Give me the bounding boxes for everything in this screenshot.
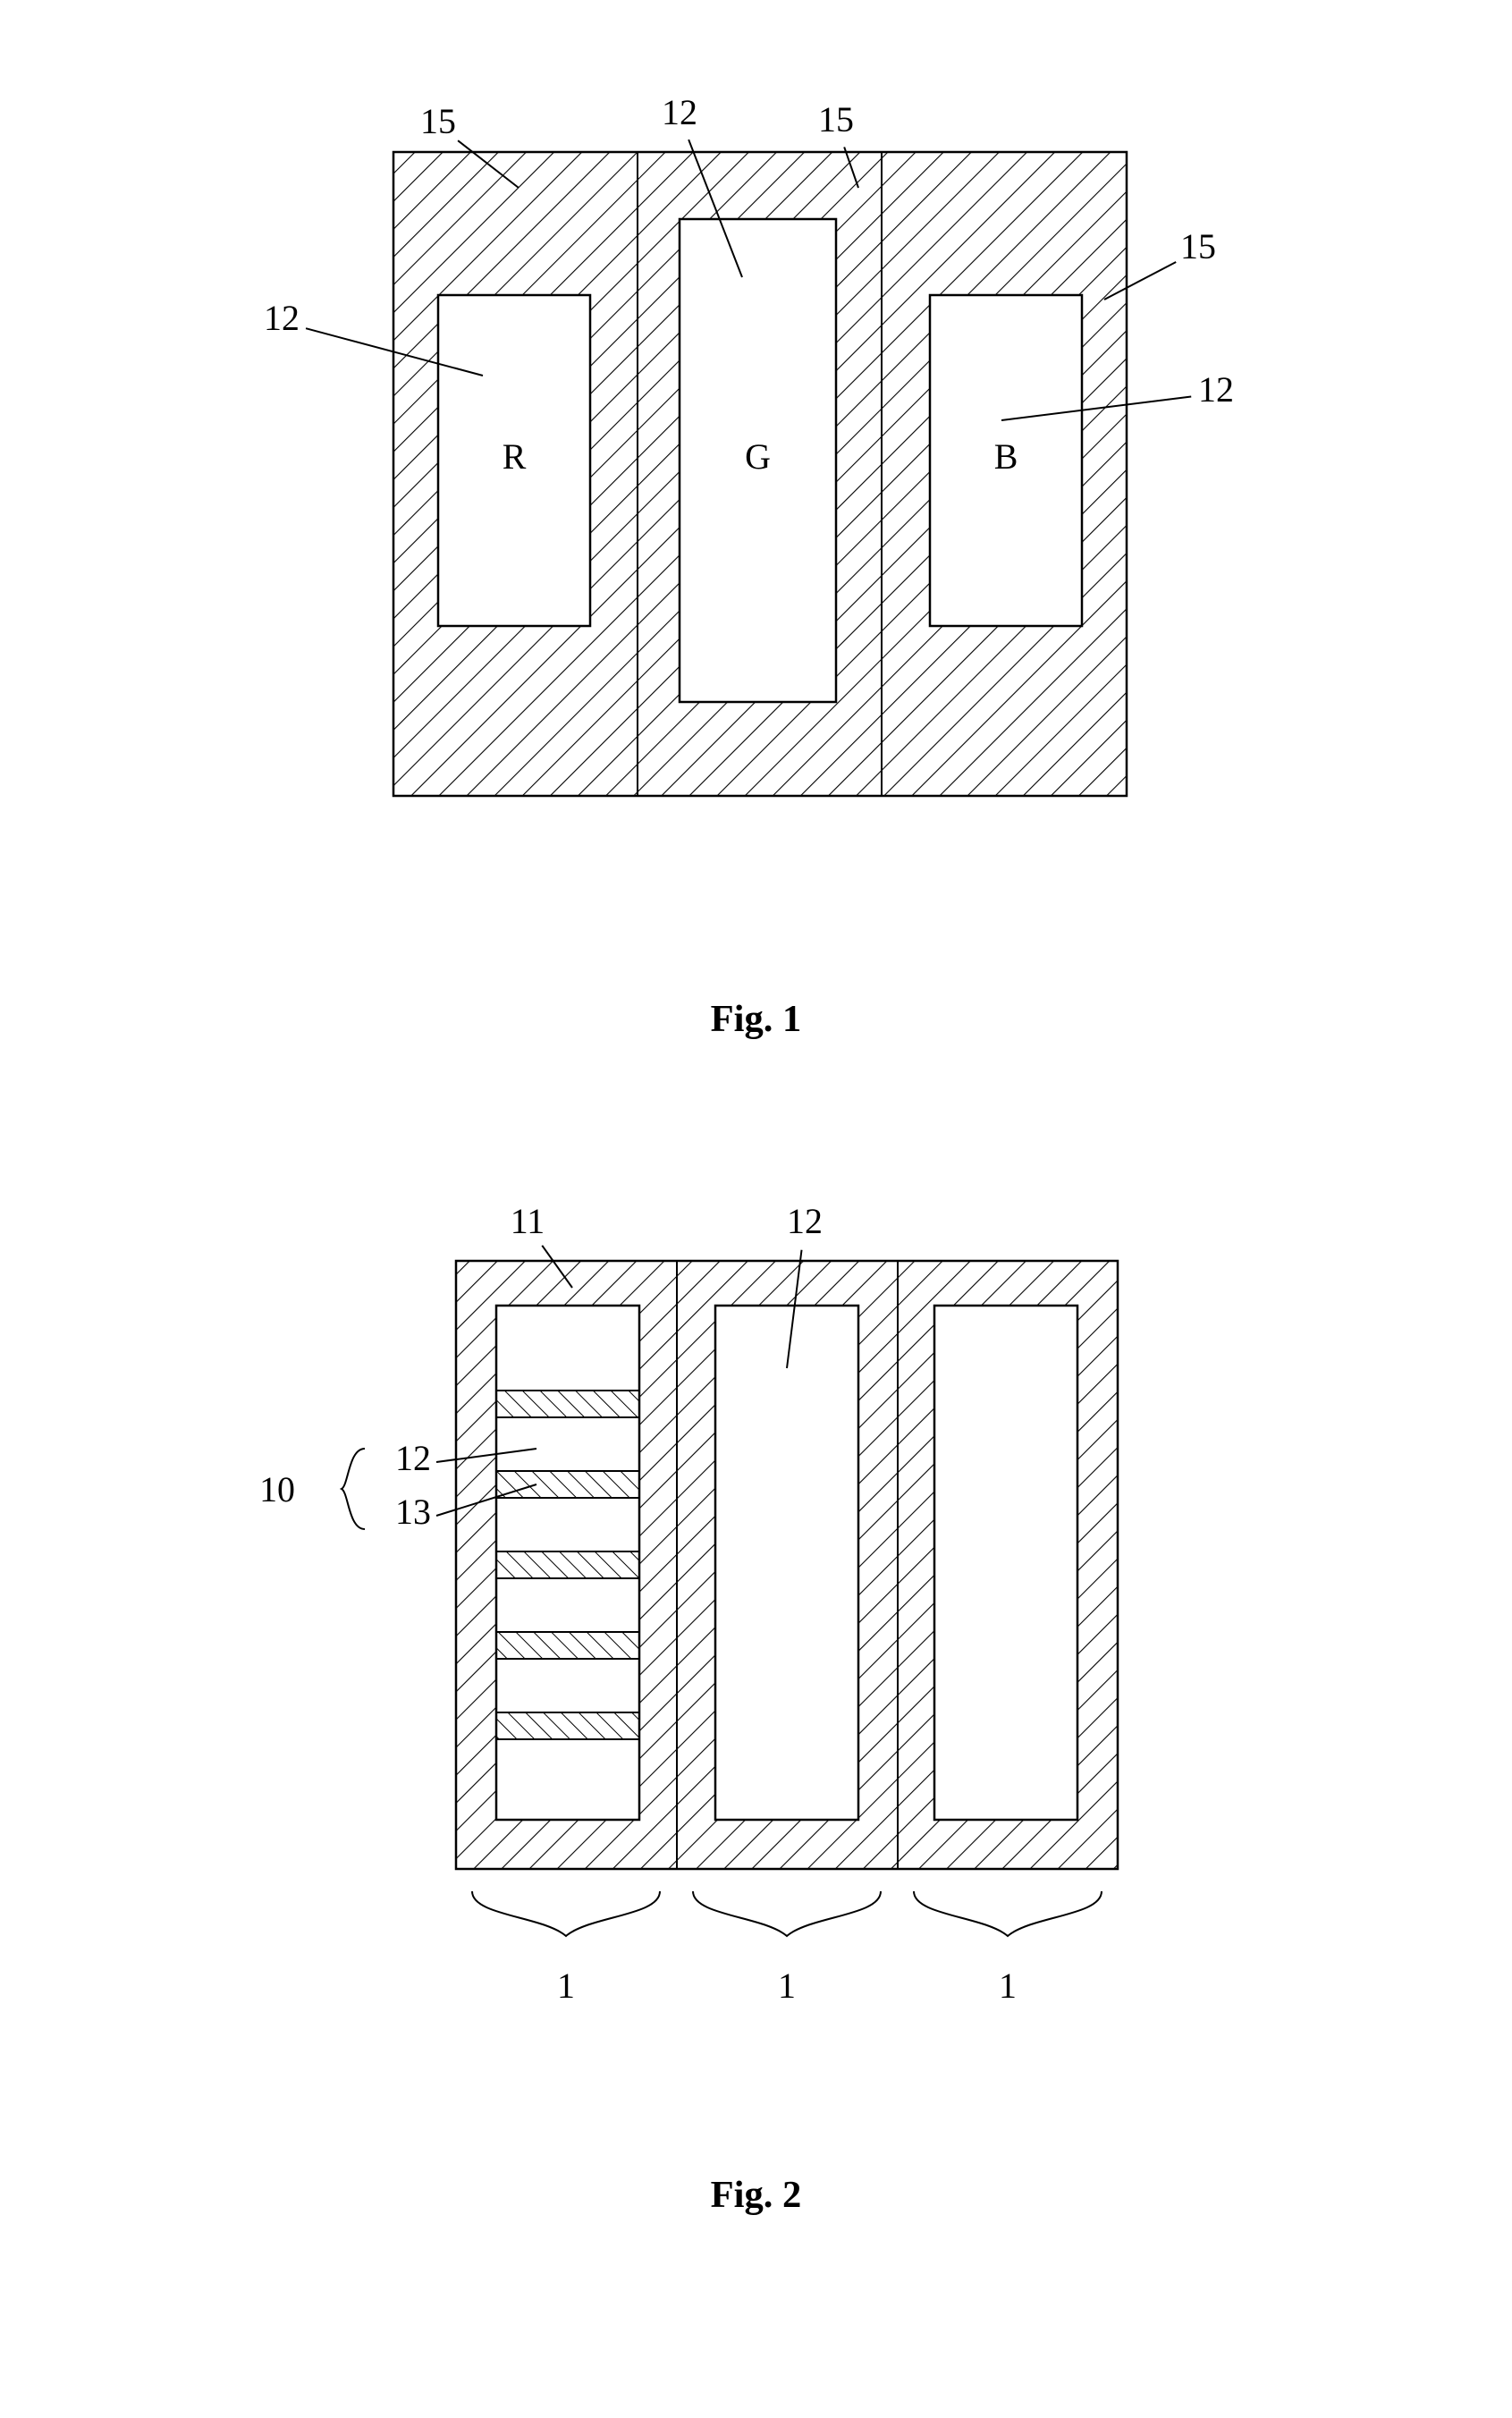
svg-text:13: 13 bbox=[395, 1492, 431, 1532]
aperture-2 bbox=[715, 1306, 858, 1820]
svg-text:12: 12 bbox=[662, 92, 697, 132]
figure-2: 1112101213111 bbox=[179, 1189, 1305, 2137]
aperture-3 bbox=[934, 1306, 1077, 1820]
shield-stripe-5 bbox=[496, 1712, 639, 1739]
svg-text:1: 1 bbox=[778, 1966, 796, 2006]
shield-stripe-4 bbox=[496, 1632, 639, 1659]
shield-stripe-1 bbox=[496, 1391, 639, 1417]
svg-text:10: 10 bbox=[259, 1469, 295, 1509]
shield-stripe-2 bbox=[496, 1471, 639, 1498]
svg-text:G: G bbox=[745, 436, 771, 477]
svg-text:B: B bbox=[994, 436, 1018, 477]
svg-text:1: 1 bbox=[999, 1966, 1017, 2006]
svg-text:15: 15 bbox=[1180, 226, 1216, 266]
figure-2-caption: Fig. 2 bbox=[0, 2173, 1512, 2217]
svg-text:15: 15 bbox=[420, 101, 456, 141]
svg-text:R: R bbox=[503, 436, 527, 477]
shield-stripe-3 bbox=[496, 1551, 639, 1578]
svg-text:12: 12 bbox=[787, 1201, 823, 1241]
svg-text:12: 12 bbox=[395, 1438, 431, 1478]
svg-text:11: 11 bbox=[511, 1201, 545, 1241]
svg-text:15: 15 bbox=[818, 99, 854, 140]
svg-text:12: 12 bbox=[1198, 369, 1234, 410]
svg-text:1: 1 bbox=[557, 1966, 575, 2006]
figure-1-caption: Fig. 1 bbox=[0, 997, 1512, 1041]
figure-1: R G B 15 12 15 15 12 12 bbox=[143, 89, 1359, 948]
svg-text:12: 12 bbox=[264, 298, 300, 338]
